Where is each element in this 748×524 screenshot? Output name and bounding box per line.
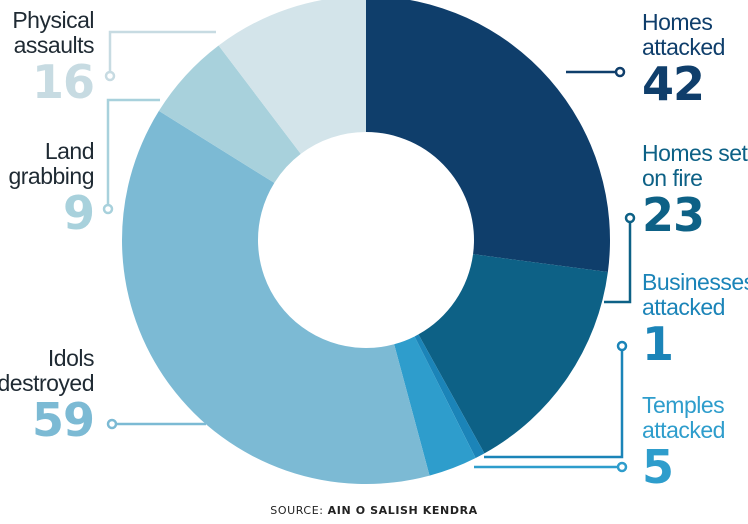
value-businesses: 1: [642, 317, 674, 371]
label-physical-line2: assaults: [13, 32, 95, 58]
slice-idols-destroyed: [122, 110, 430, 484]
label-idols: Idols destroyed 59: [0, 345, 95, 447]
label-land: Land grabbing 9: [8, 138, 95, 240]
slice-businesses-attacked: [414, 334, 485, 458]
label-temples-line2: attacked: [642, 417, 725, 443]
leader-dot-5: [106, 418, 118, 430]
value-idols: 59: [31, 393, 95, 447]
value-homes-fire: 23: [642, 188, 705, 242]
source-prefix: SOURCE:: [270, 504, 328, 517]
label-temples: Temples attacked 5: [642, 392, 725, 494]
label-idols-line2: destroyed: [0, 370, 94, 396]
label-businesses-line2: attacked: [642, 294, 725, 320]
slice-homes-attacked: [366, 0, 610, 273]
label-physical: Physical assaults 16: [12, 7, 95, 109]
slice-temples-attacked: [394, 336, 476, 476]
leader-dot-4: [616, 461, 628, 473]
value-homes-attacked: 42: [642, 57, 705, 111]
slice-land-grabbing: [158, 45, 301, 183]
label-temples-line1: Temples: [642, 392, 725, 418]
leader-dot-2: [624, 212, 636, 224]
label-homes-fire: Homes set on fire 23: [642, 140, 748, 242]
label-homes-fire-line2: on fire: [642, 165, 703, 191]
leader-line-7: [108, 30, 216, 72]
label-idols-line1: Idols: [47, 345, 95, 371]
value-temples: 5: [642, 440, 674, 494]
label-homes-attacked-line2: attacked: [642, 34, 725, 60]
label-businesses: Businesses attacked 1: [642, 269, 748, 371]
slice-physical-assaults: [218, 0, 366, 154]
leader-dot-7: [104, 70, 116, 82]
leader-line-6: [106, 98, 160, 205]
label-land-line1: Land: [44, 138, 95, 164]
value-land: 9: [62, 186, 95, 240]
label-homes-fire-line1: Homes set: [642, 140, 748, 166]
leader-line-2: [604, 222, 632, 304]
source-name: AIN O SALISH KENDRA: [327, 504, 478, 517]
leader-dot-6: [102, 203, 114, 215]
label-businesses-line1: Businesses: [642, 269, 748, 295]
label-homes-attacked-line1: Homes: [642, 9, 713, 35]
leader-dot-3: [616, 340, 628, 352]
value-physical: 16: [31, 55, 95, 109]
leader-dot-1: [614, 66, 626, 78]
label-physical-line1: Physical: [12, 7, 94, 33]
label-land-line2: grabbing: [8, 163, 94, 189]
label-homes-attacked: Homes attacked 42: [642, 9, 725, 111]
slice-homes-set-on-fire: [418, 254, 608, 454]
source-credit: SOURCE: AIN O SALISH KENDRA: [0, 504, 748, 517]
leader-line-3: [484, 350, 624, 459]
